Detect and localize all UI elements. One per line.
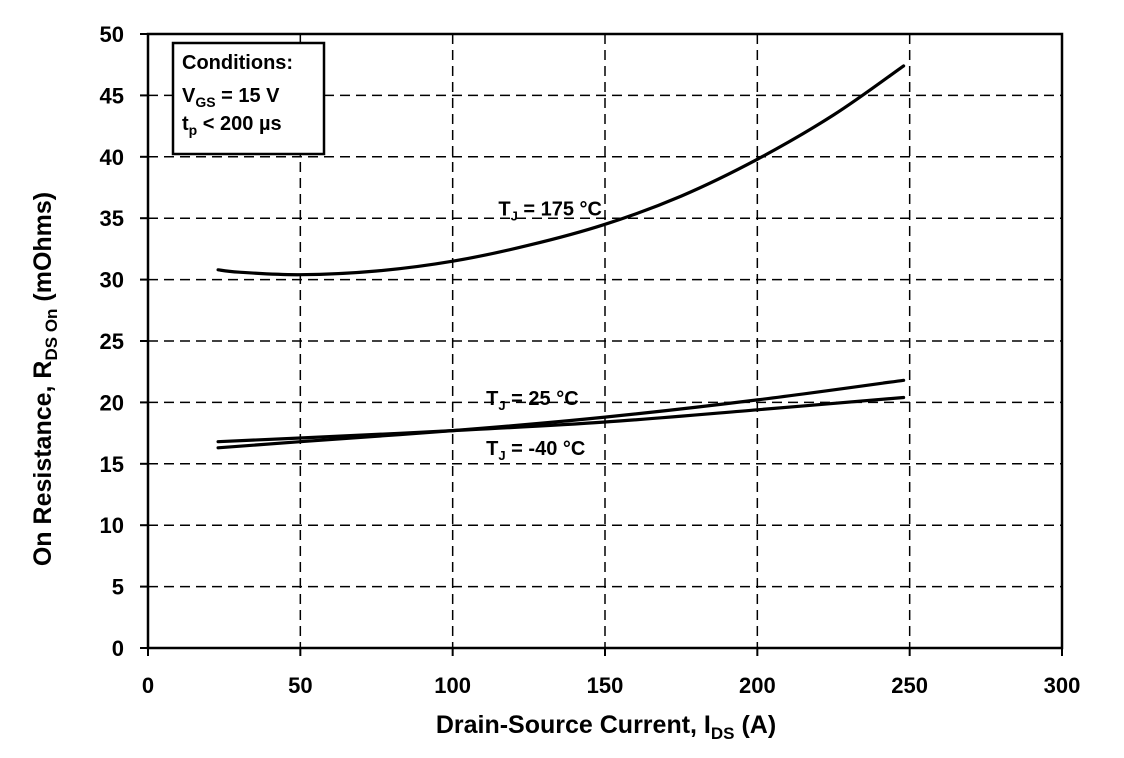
x-tick-label: 50 <box>288 673 312 698</box>
y-tick-label: 50 <box>100 22 124 47</box>
legend-border <box>171 41 326 156</box>
legend-title: Conditions: <box>182 52 293 74</box>
series-labels: TJ = 175 °C TJ = 25 °C TJ = -40 °C <box>486 199 602 463</box>
y-tick-label: 0 <box>112 636 124 661</box>
y-tick-label: 10 <box>100 513 124 538</box>
series-line-tj-175c <box>216 64 906 277</box>
y-axis-title: On Resistance, RDS On (mOhms) <box>29 192 61 566</box>
y-tick-label: 40 <box>100 145 124 170</box>
x-tick-label: 200 <box>739 673 776 698</box>
axes <box>140 32 1064 656</box>
legend-line-tp: tp < 200 µs <box>182 113 282 138</box>
grid-lines <box>148 34 1062 648</box>
x-tick-label: 300 <box>1044 673 1081 698</box>
legend-box: Conditions: VGS = 15 V tp < 200 µs <box>171 41 326 156</box>
y-tick-label: 45 <box>100 83 124 108</box>
series-line-tj-minus40c <box>216 395 906 444</box>
x-tick-label: 100 <box>434 673 471 698</box>
y-tick-label: 15 <box>100 452 124 477</box>
series-label: TJ = -40 °C <box>486 438 585 463</box>
x-axis-title: Drain-Source Current, IDS (A) <box>436 711 776 743</box>
y-tick-label: 30 <box>100 268 124 293</box>
y-tick-label: 5 <box>112 575 124 600</box>
y-tick-label: 20 <box>100 390 124 415</box>
data-series <box>216 64 906 450</box>
x-tick-label: 250 <box>891 673 928 698</box>
series-line-tj-25c <box>216 378 906 450</box>
y-tick-label: 25 <box>100 329 124 354</box>
series-label: TJ = 175 °C <box>498 199 602 224</box>
x-tick-label: 150 <box>587 673 624 698</box>
x-tick-label: 0 <box>142 673 154 698</box>
series-label: TJ = 25 °C <box>486 388 579 413</box>
y-tick-label: 35 <box>100 206 124 231</box>
tick-labels: 0 50 100 150 200 250 300 0 5 10 15 20 25 30 35 40 45 50 <box>100 22 1081 698</box>
legend-line-vgs: VGS = 15 V <box>182 85 280 110</box>
